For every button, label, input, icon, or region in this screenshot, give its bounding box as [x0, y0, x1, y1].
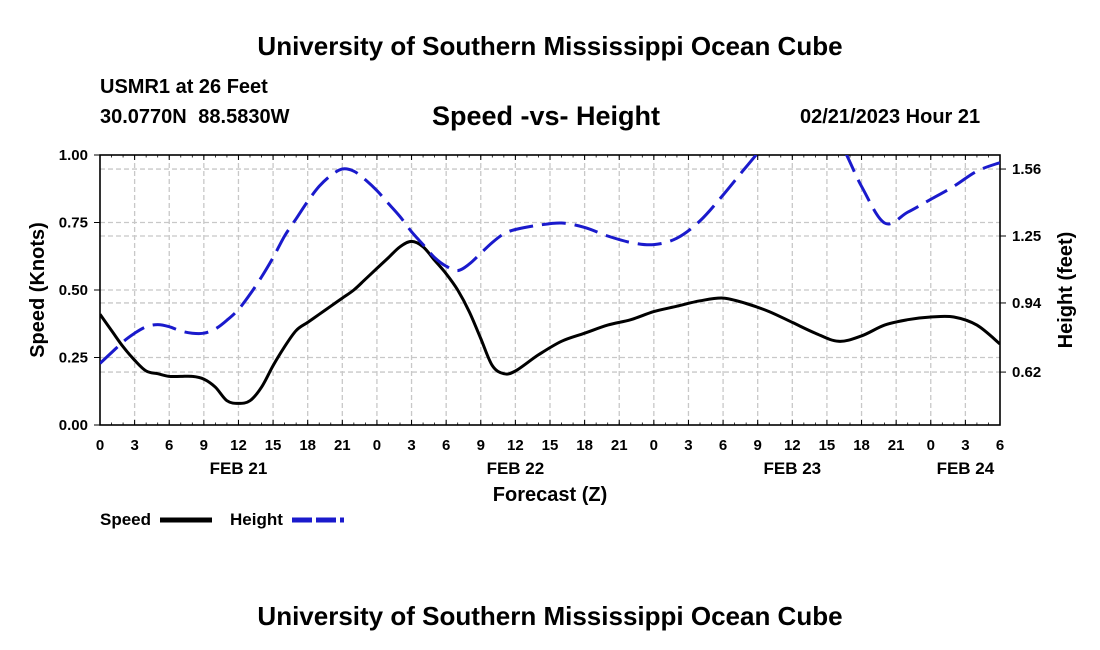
x-tick-label: 15 — [819, 437, 836, 454]
date-label: FEB 22 — [487, 459, 545, 478]
y2-tick-label: 1.25 — [1012, 228, 1041, 245]
y-axis-label: Speed (Knots) — [27, 222, 49, 358]
legend-height-label: Height — [230, 510, 283, 529]
x-tick-label: 9 — [477, 437, 485, 454]
x-tick-label: 21 — [334, 437, 351, 454]
legend-speed-label: Speed — [100, 510, 151, 529]
date-label: FEB 24 — [937, 459, 995, 478]
x-tick-label: 18 — [576, 437, 593, 454]
axes — [94, 154, 1006, 426]
y2-tick-label: 0.94 — [1012, 295, 1042, 312]
x-tick-label: 0 — [373, 437, 381, 454]
x-tick-label: 6 — [996, 437, 1004, 454]
x-tick-label: 15 — [542, 437, 559, 454]
x-tick-label: 12 — [230, 437, 247, 454]
x-tick-label: 21 — [611, 437, 628, 454]
y-tick-label: 0.00 — [59, 417, 88, 434]
station-label: USMR1 at 26 Feet — [100, 76, 268, 98]
y2-tick-label: 1.56 — [1012, 161, 1041, 178]
y2-axis-label: Height (feet) — [1055, 232, 1077, 349]
x-tick-label: 3 — [684, 437, 692, 454]
x-tick-label: 6 — [719, 437, 727, 454]
x-tick-label: 6 — [165, 437, 173, 454]
x-tick-label: 9 — [200, 437, 208, 454]
x-tick-label: 18 — [299, 437, 316, 454]
y-tick-label: 0.25 — [59, 350, 88, 367]
x-tick-label: 0 — [96, 437, 104, 454]
series — [100, 155, 1000, 405]
date-label: FEB 23 — [763, 459, 821, 478]
y2-tick-label: 0.62 — [1012, 364, 1041, 381]
footer-title: University of Southern Mississippi Ocean… — [257, 601, 843, 631]
x-tick-label: 15 — [265, 437, 282, 454]
speed-series-line — [100, 239, 1000, 405]
x-tick-label: 0 — [927, 437, 935, 454]
page-title: University of Southern Mississippi Ocean… — [257, 31, 843, 61]
y-tick-label: 1.00 — [59, 147, 88, 164]
grid — [100, 155, 1000, 425]
x-tick-label: 3 — [407, 437, 415, 454]
x-tick-label: 18 — [853, 437, 870, 454]
x-tick-label: 3 — [961, 437, 969, 454]
axis-labels: 0 3 6 9 12 15 18 21 0 3 6 9 12 15 18 21 0 3 6 9 12 15 18 21 0 3 6F… — [27, 147, 1077, 506]
y-tick-label: 0.50 — [59, 282, 88, 299]
chart-subtitle: Speed -vs- Height — [432, 101, 661, 131]
x-tick-label: 9 — [754, 437, 762, 454]
x-tick-label: 0 — [650, 437, 658, 454]
coordinates-label: 30.0770N 88.5830W — [100, 106, 290, 128]
date-label: FEB 21 — [210, 459, 268, 478]
y-tick-label: 0.75 — [59, 215, 88, 232]
x-tick-label: 3 — [130, 437, 138, 454]
x-tick-label: 6 — [442, 437, 450, 454]
forecast-datetime: 02/21/2023 Hour 21 — [800, 106, 981, 128]
legend: Speed Height — [100, 510, 344, 529]
x-tick-label: 12 — [784, 437, 801, 454]
x-axis-label: Forecast (Z) — [493, 484, 607, 506]
x-tick-label: 21 — [888, 437, 905, 454]
x-tick-label: 12 — [507, 437, 524, 454]
plot-frame — [99, 154, 1001, 426]
